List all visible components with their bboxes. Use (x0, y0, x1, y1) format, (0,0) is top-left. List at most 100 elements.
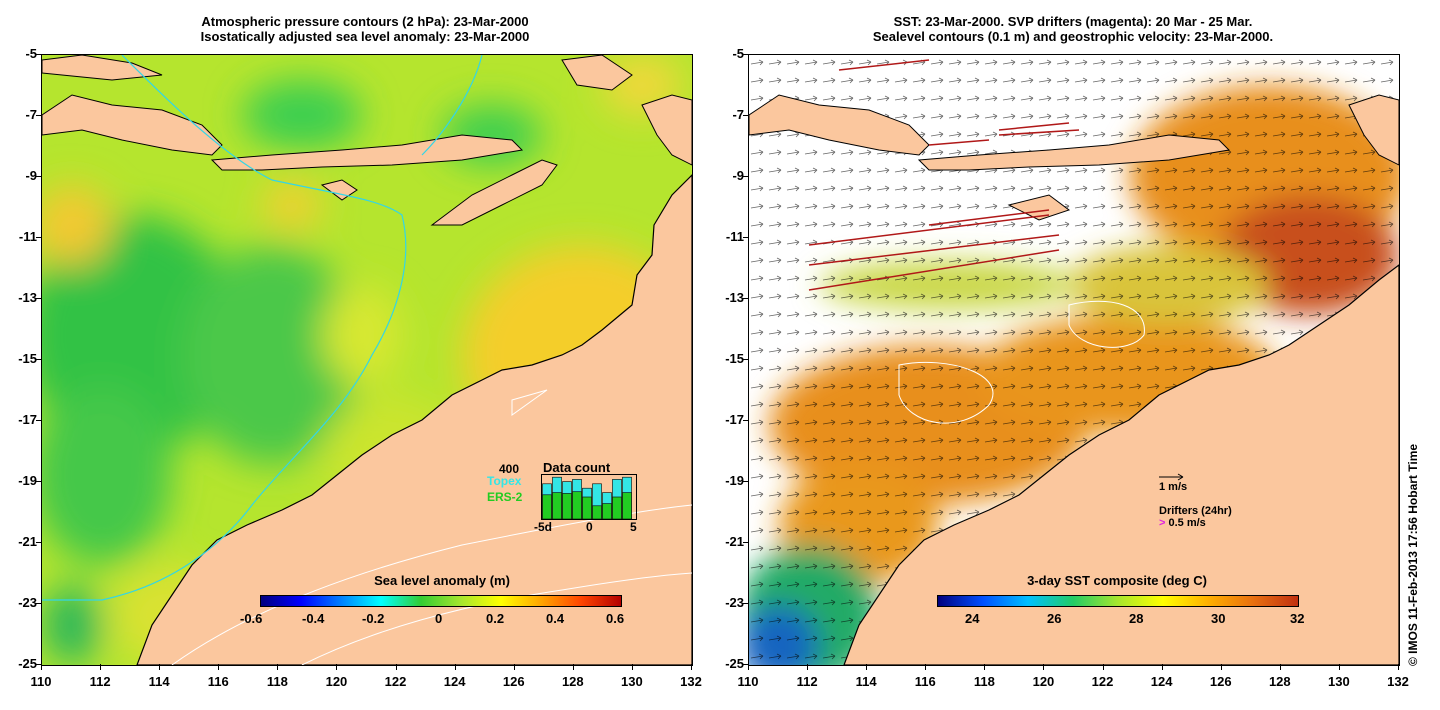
data-count-series-a-label: Topex (487, 474, 522, 488)
right-title-line1: SST: 23-Mar-2000. SVP drifters (magenta)… (893, 14, 1253, 29)
left-y-tick-label: -21 (18, 534, 37, 549)
right-y-tick-mark (743, 542, 748, 543)
right-x-tick-mark (1161, 664, 1163, 670)
left-map-panel: 400 Data count Topex ERS-2 -5d 0 5 Sea l… (41, 54, 693, 666)
data-count-max: 400 (499, 462, 520, 476)
right-x-tick-label: 110 (737, 674, 759, 689)
sst-tick: 26 (1047, 611, 1062, 626)
left-x-tick-mark (159, 664, 161, 670)
arrow-right-icon (1159, 473, 1184, 481)
right-x-tick-label: 120 (1032, 674, 1055, 689)
data-count-title: Data count (543, 460, 611, 475)
right-map-panel: 1 m/s Drifters (24hr) > 0.5 m/s 3-day SS… (748, 54, 1400, 666)
sst-colorbar-ticks: 24 26 28 30 32 (937, 611, 1317, 627)
right-y-tick-label: -25 (725, 656, 744, 671)
right-y-tick-label: -19 (725, 473, 744, 488)
left-x-tick-label: 132 (680, 674, 702, 689)
sea-level-anomaly-map (42, 55, 692, 665)
left-y-tick-label: -9 (25, 168, 37, 183)
velocity-legend: 1 m/s (1159, 473, 1187, 493)
right-x-tick-label: 130 (1328, 674, 1350, 689)
left-y-tick-label: -15 (18, 351, 37, 366)
left-x-tick-mark (691, 664, 692, 670)
sla-tick: 0.4 (546, 611, 565, 626)
sla-tick: -0.4 (302, 611, 325, 626)
right-y-tick-label: -21 (725, 534, 744, 549)
data-count-axis-mid: 0 (586, 520, 593, 534)
data-count-bar-ers2 (542, 494, 552, 520)
left-x-tick-mark (277, 664, 279, 670)
left-x-tick-mark (100, 664, 102, 670)
sla-colorbar-ticks: -0.6 -0.4 -0.2 0 0.2 0.4 0.6 (240, 611, 640, 627)
data-count-chart (541, 474, 637, 520)
right-y-tick-mark (743, 176, 748, 177)
left-x-tick-label: 120 (325, 674, 348, 689)
right-x-tick-mark (1338, 664, 1340, 670)
right-x-tick-label: 124 (1150, 674, 1173, 689)
right-y-tick-mark (743, 115, 748, 116)
left-y-tick-label: -17 (18, 412, 37, 427)
left-y-tick-label: -5 (25, 46, 37, 61)
right-y-tick-mark (743, 664, 748, 665)
copyright: © IMOS 11-Feb-2013 17:56 Hobart Time (1406, 443, 1420, 666)
left-y-tick-label: -19 (18, 473, 37, 488)
left-x-tick-label: 124 (443, 674, 466, 689)
data-count-bar-ers2 (622, 492, 632, 520)
data-count-frame (541, 474, 637, 520)
left-title-line2: Isostatically adjusted sea level anomaly… (200, 29, 530, 44)
sst-tick: 24 (965, 611, 980, 626)
sst-tick: 32 (1290, 611, 1305, 626)
data-count-bar-ers2 (562, 493, 572, 520)
right-x-tick-mark (1102, 664, 1104, 670)
sst-colorbar-label: 3-day SST composite (deg C) (1027, 573, 1207, 588)
left-x-tick-label: 110 (30, 674, 52, 689)
right-y-tick-label: -17 (725, 412, 744, 427)
left-y-tick-mark (36, 237, 41, 238)
right-x-tick-mark (866, 664, 868, 670)
sla-tick: -0.6 (240, 611, 263, 626)
left-y-tick-label: -23 (18, 595, 37, 610)
left-y-tick-mark (36, 481, 41, 482)
sst-colorbar (937, 595, 1299, 607)
sla-tick: -0.2 (362, 611, 385, 626)
left-x-tick-label: 114 (148, 674, 170, 689)
left-y-tick-mark (36, 359, 41, 360)
left-y-tick-mark (36, 115, 41, 116)
right-y-tick-label: -5 (732, 46, 744, 61)
sla-colorbar (260, 595, 622, 607)
left-x-tick-mark (631, 664, 633, 670)
right-x-tick-mark (984, 664, 986, 670)
right-y-tick-label: -9 (732, 168, 744, 183)
right-y-tick-mark (743, 359, 748, 360)
data-count-bar-ers2 (552, 492, 562, 520)
left-x-tick-mark (454, 664, 456, 670)
right-y-tick-mark (743, 54, 748, 55)
sst-map (749, 55, 1399, 665)
left-y-tick-mark (36, 298, 41, 299)
right-x-tick-mark (807, 664, 809, 670)
right-y-tick-label: -15 (725, 351, 744, 366)
left-y-tick-mark (36, 542, 41, 543)
sla-tick: 0 (435, 611, 443, 626)
data-count-axis-right: 5 (630, 520, 637, 534)
right-y-tick-mark (743, 481, 748, 482)
left-x-tick-label: 126 (502, 674, 525, 689)
left-y-tick-mark (36, 176, 41, 177)
sla-tick: 0.2 (486, 611, 505, 626)
left-x-tick-label: 128 (561, 674, 584, 689)
right-y-tick-mark (743, 298, 748, 299)
left-x-tick-mark (513, 664, 515, 670)
right-x-tick-mark (1043, 664, 1045, 670)
sla-tick: 0.6 (606, 611, 625, 626)
data-count-bar-ers2 (582, 496, 592, 520)
left-y-tick-label: -11 (18, 229, 37, 244)
left-x-tick-mark (41, 664, 42, 670)
sst-tick: 28 (1129, 611, 1144, 626)
right-y-tick-mark (743, 603, 748, 604)
right-x-tick-mark (1279, 664, 1281, 670)
right-y-tick-label: -23 (725, 595, 744, 610)
left-y-tick-label: -25 (18, 656, 37, 671)
right-y-tick-label: -11 (725, 229, 744, 244)
right-y-tick-mark (743, 237, 748, 238)
left-x-tick-mark (572, 664, 574, 670)
